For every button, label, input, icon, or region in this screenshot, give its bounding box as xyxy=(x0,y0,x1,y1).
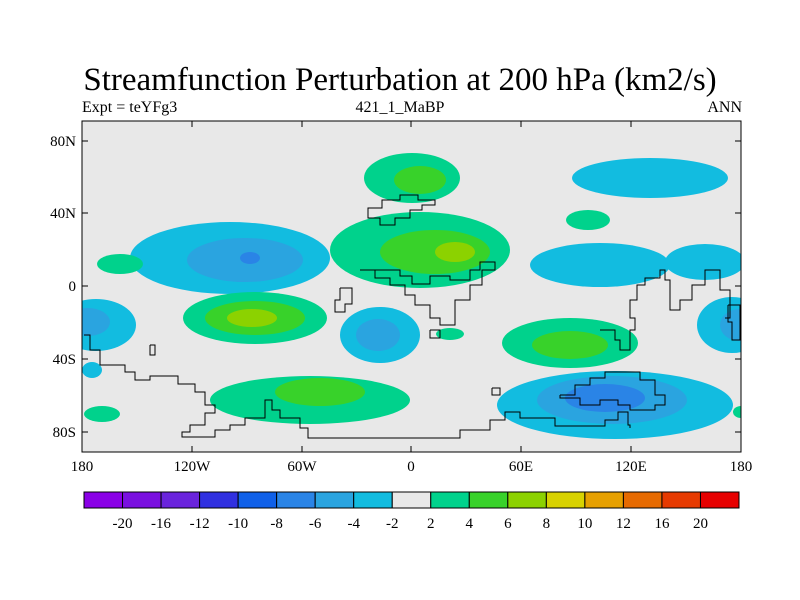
colorbar-label-10: 6 xyxy=(504,516,512,532)
colorbar-label-12: 10 xyxy=(577,516,592,532)
chart-title: Streamfunction Perturbation at 200 hPa (… xyxy=(83,62,717,98)
colorbar-box-6 xyxy=(314,491,355,509)
anomaly-small-green-africa xyxy=(436,328,464,340)
lon-label-120w: 120W xyxy=(174,459,212,475)
lon-label-60w: 60W xyxy=(287,459,317,475)
colorbar: -20 -16 -12 -10 -8 -6 -4 -2 2 4 6 8 10 12 16 20 xyxy=(83,491,740,532)
colorbar-box-3 xyxy=(199,491,239,509)
colorbar-label-11: 8 xyxy=(543,516,551,532)
colorbar-box-2 xyxy=(160,491,201,509)
plot-area xyxy=(81,120,742,453)
case-label: 421_1_MaBP xyxy=(355,99,445,116)
colorbar-box-13 xyxy=(584,491,624,509)
colorbar-label-7: -2 xyxy=(386,516,399,532)
anomaly-southocean-inner xyxy=(275,378,365,406)
lon-label-60e: 60E xyxy=(509,459,533,475)
longitude-axis: 180 120W 60W 0 60E 120E 180 xyxy=(71,121,753,475)
lon-label-180e: 180 xyxy=(730,459,753,475)
colorbar-box-7 xyxy=(353,491,393,509)
anomaly-far-west-mid xyxy=(82,308,110,336)
anomaly-asia-core xyxy=(435,242,475,262)
latitude-axis: 80N 40N 0 40S 80S xyxy=(50,134,741,441)
colorbar-label-9: 4 xyxy=(466,516,474,532)
anomaly-samerica-mid xyxy=(356,319,400,351)
coast-africa-south xyxy=(429,329,441,339)
colorbar-label-6: -4 xyxy=(347,516,360,532)
anomaly-npac-core xyxy=(240,252,260,264)
anomaly-natl-inner xyxy=(394,166,446,194)
colorbar-box-14 xyxy=(622,491,663,509)
coast-north-america xyxy=(149,344,156,356)
colorbar-label-14: 16 xyxy=(654,516,670,532)
lat-label-80n: 80N xyxy=(50,134,76,150)
coast-asia-africa xyxy=(360,261,496,326)
colorbar-label-4: -8 xyxy=(270,516,283,532)
anomaly-small-green-south-east xyxy=(733,406,741,418)
anomaly-wpac-blue xyxy=(530,243,670,287)
coast-east-edge xyxy=(727,304,741,341)
lon-label-0: 0 xyxy=(407,459,415,475)
anomaly-small-green-west xyxy=(97,254,143,274)
coast-south-america xyxy=(334,287,353,313)
colorbar-box-9 xyxy=(430,491,470,509)
lat-label-40s: 40S xyxy=(53,352,76,368)
season-label: ANN xyxy=(707,99,742,116)
anomaly-indian-inner xyxy=(532,331,608,359)
colorbar-label-1: -16 xyxy=(151,516,171,532)
colorbar-label-13: 12 xyxy=(616,516,631,532)
lon-label-120e: 120E xyxy=(615,459,647,475)
colorbar-box-4 xyxy=(237,491,278,509)
anomaly-northeast-blue xyxy=(572,158,728,198)
coast-indochina xyxy=(600,269,731,351)
anomaly-spac-core xyxy=(227,309,277,327)
colorbar-box-8 xyxy=(391,491,432,509)
anomaly-small-green-south-west xyxy=(84,406,120,422)
anomaly-wpac-blue-east xyxy=(665,244,741,280)
colorbar-label-15: 20 xyxy=(693,516,708,532)
coast-antarctica xyxy=(84,334,631,439)
anomaly-small-blue-southwest xyxy=(82,362,102,378)
experiment-label: Expt = teYFg3 xyxy=(82,99,178,116)
colorbar-box-10 xyxy=(468,491,509,509)
colorbar-label-5: -6 xyxy=(309,516,322,532)
colorbar-box-0 xyxy=(83,491,124,509)
colorbar-box-5 xyxy=(276,491,316,509)
lat-label-40n: 40N xyxy=(50,206,76,222)
colorbar-box-11 xyxy=(507,491,547,509)
lat-label-0: 0 xyxy=(69,279,77,295)
colorbar-box-16 xyxy=(699,491,740,509)
anomaly-small-green-east xyxy=(566,210,610,230)
coast-australia xyxy=(559,371,666,411)
coast-greenland-europe xyxy=(367,194,436,226)
colorbar-label-0: -20 xyxy=(113,516,133,532)
coastlines xyxy=(84,194,741,439)
colorbar-label-8: 2 xyxy=(427,516,435,532)
coast-small-island-1 xyxy=(491,387,501,396)
lon-label-180w: 180 xyxy=(71,459,94,475)
colorbar-label-2: -12 xyxy=(190,516,210,532)
lat-label-80s: 80S xyxy=(53,425,76,441)
colorbar-box-15 xyxy=(661,491,701,509)
anomaly-east-edge-mid xyxy=(720,309,741,341)
colorbar-label-3: -10 xyxy=(228,516,248,532)
colorbar-box-1 xyxy=(122,491,162,509)
colorbar-box-12 xyxy=(545,491,586,509)
